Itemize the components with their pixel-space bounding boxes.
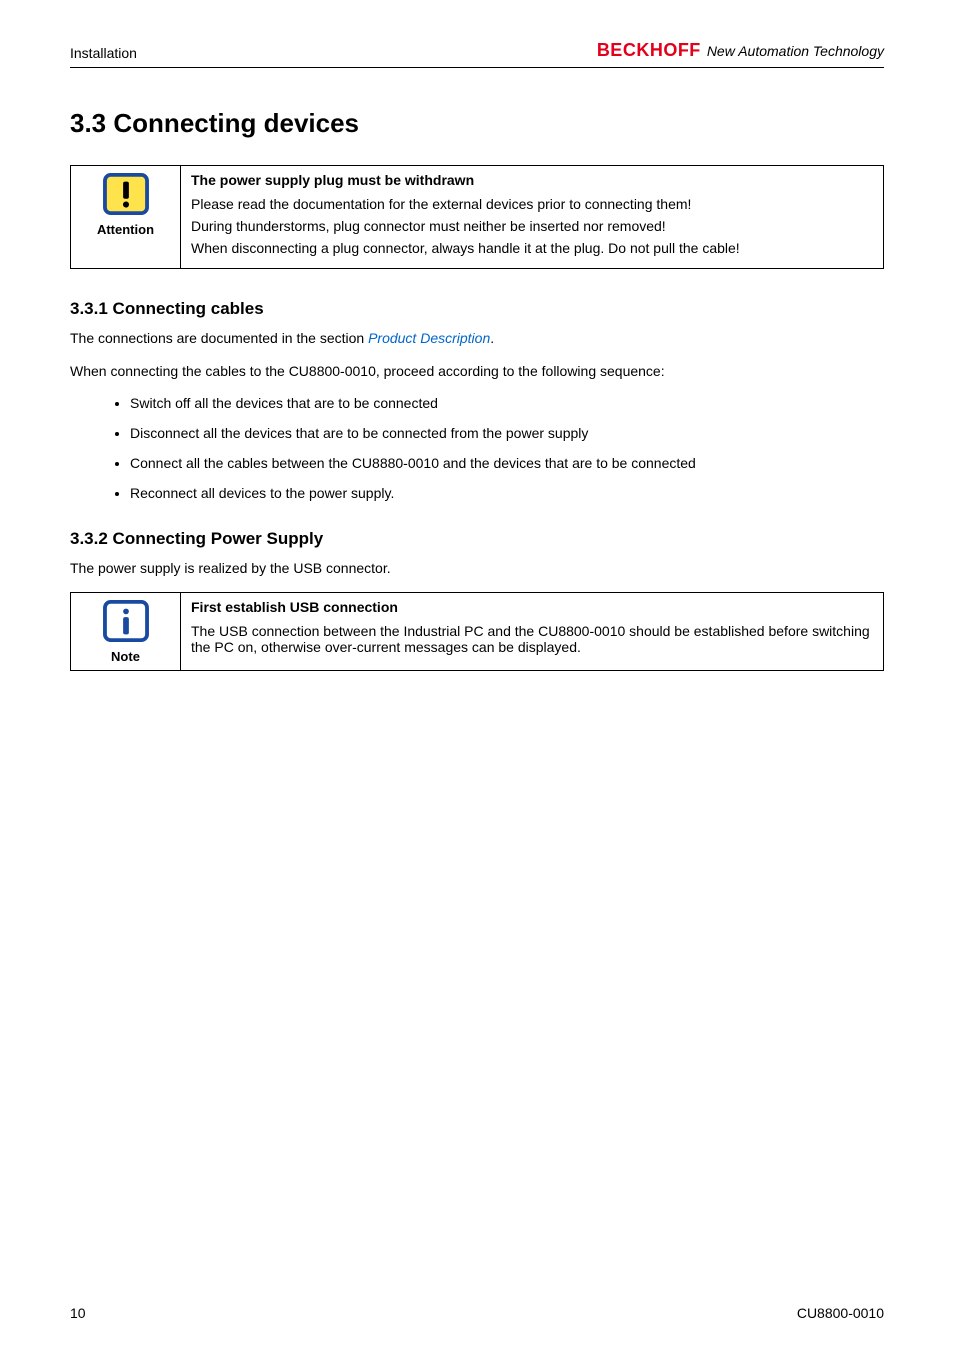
subsection-1-title: Connecting cables (113, 299, 264, 318)
attention-icon-cell: Attention (71, 166, 181, 269)
page-number: 10 (70, 1305, 86, 1321)
section-title-text: Connecting devices (113, 108, 359, 138)
sub2-intro: The power supply is realized by the USB … (70, 559, 884, 578)
list-item: Disconnect all the devices that are to b… (130, 425, 884, 441)
attention-p3: When disconnecting a plug connector, alw… (191, 240, 873, 256)
subsection-1-number: 3.3.1 (70, 299, 108, 318)
attention-icon (102, 172, 150, 216)
note-p1: The USB connection between the Industria… (191, 623, 873, 655)
note-title: First establish USB connection (191, 599, 873, 615)
doc-id: CU8800-0010 (797, 1305, 884, 1321)
note-content: First establish USB connection The USB c… (181, 592, 884, 670)
list-item: Switch off all the devices that are to b… (130, 395, 884, 411)
note-callout: Note First establish USB connection The … (70, 592, 884, 671)
brand-tagline: New Automation Technology (707, 43, 884, 59)
subsection-2-heading: 3.3.2 Connecting Power Supply (70, 529, 884, 549)
section-heading: 3.3 Connecting devices (70, 108, 884, 139)
subsection-2-number: 3.3.2 (70, 529, 108, 548)
header-brand-block: BECKHOFF New Automation Technology (597, 40, 884, 61)
list-item: Connect all the cables between the CU888… (130, 455, 884, 471)
attention-title: The power supply plug must be withdrawn (191, 172, 873, 188)
product-description-link[interactable]: Product Description (368, 330, 490, 346)
sub1-p2: When connecting the cables to the CU8800… (70, 362, 884, 381)
list-item: Reconnect all devices to the power suppl… (130, 485, 884, 501)
subsection-2-title: Connecting Power Supply (113, 529, 324, 548)
attention-label: Attention (97, 222, 154, 237)
connecting-steps-list: Switch off all the devices that are to b… (70, 395, 884, 501)
sub1-intro-pre: The connections are documented in the se… (70, 330, 368, 346)
section-number: 3.3 (70, 108, 106, 138)
sub1-intro: The connections are documented in the se… (70, 329, 884, 348)
note-label: Note (111, 649, 140, 664)
attention-p1: Please read the documentation for the ex… (191, 196, 873, 212)
header-section-label: Installation (70, 45, 137, 61)
attention-callout: Attention The power supply plug must be … (70, 165, 884, 269)
attention-content: The power supply plug must be withdrawn … (181, 166, 884, 269)
page-footer: 10 CU8800-0010 (70, 1305, 884, 1321)
brand-name: BECKHOFF (597, 40, 701, 61)
page-header: Installation BECKHOFF New Automation Tec… (70, 40, 884, 68)
note-icon-cell: Note (71, 592, 181, 670)
subsection-1-heading: 3.3.1 Connecting cables (70, 299, 884, 319)
attention-p2: During thunderstorms, plug connector mus… (191, 218, 873, 234)
sub1-intro-post: . (490, 330, 494, 346)
info-icon (102, 599, 150, 643)
